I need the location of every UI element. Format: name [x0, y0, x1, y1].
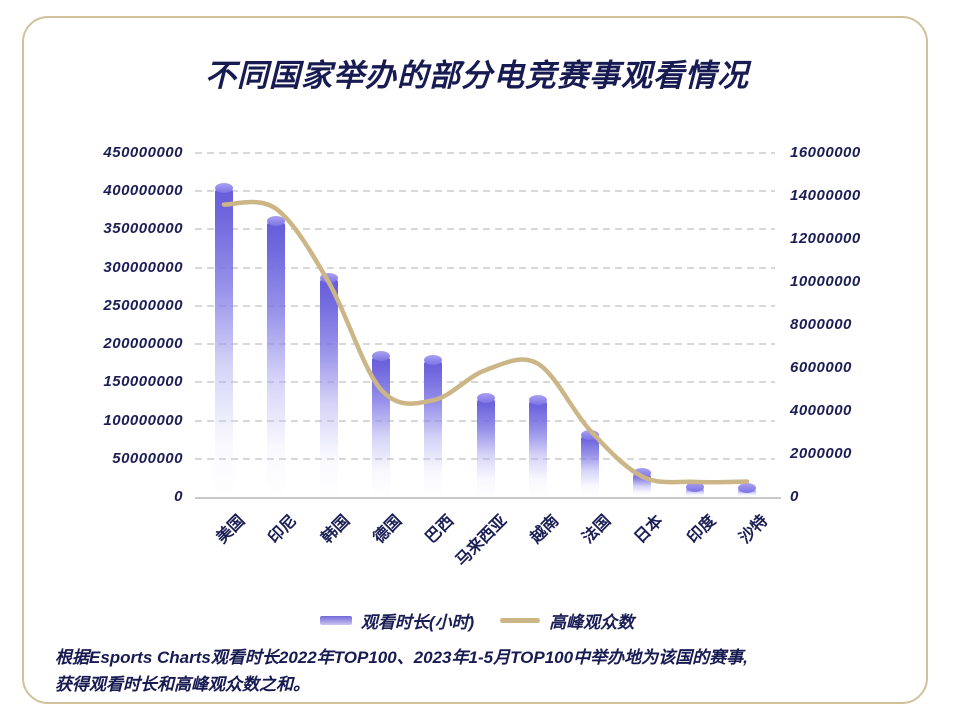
bar-cap: [215, 183, 233, 194]
left-axis-tick-label: 150000000: [103, 373, 183, 391]
left-axis-tick-label: 0: [174, 488, 183, 505]
source-footnote: 根据Esports Charts观看时长2022年TOP100、2023年1-5…: [55, 644, 915, 698]
legend-item-watch-hours: 观看时长(小时): [319, 608, 475, 633]
bar-cap: [528, 395, 547, 406]
bar-印尼: [267, 215, 286, 497]
legend: 观看时长(小时) 高峰观众数: [0, 605, 954, 635]
right-axis-tick-label: 14000000: [790, 187, 861, 204]
bar-cap: [371, 350, 390, 361]
bar-印度: [685, 481, 704, 497]
bar-cap: [476, 392, 495, 403]
right-axis-tick-label: 10000000: [790, 273, 861, 290]
right-axis-tick-label: 2000000: [790, 445, 852, 462]
bar-越南: [528, 395, 547, 497]
chart-card: [22, 16, 928, 704]
right-axis-tick-label: 0: [790, 488, 799, 505]
x-axis-baseline: [195, 497, 781, 499]
bar-cap: [424, 354, 443, 365]
gridline: [195, 381, 775, 384]
bar-cap: [633, 467, 652, 478]
bar-cap: [267, 215, 286, 226]
gridline: [195, 266, 775, 269]
right-axis-tick-label: 8000000: [790, 316, 852, 333]
left-axis-tick-label: 250000000: [103, 296, 183, 314]
right-axis-tick-label: 12000000: [790, 230, 861, 247]
peak-viewers-line: [221, 199, 750, 485]
bar-cap: [738, 483, 756, 494]
gridline: [195, 190, 775, 193]
bar-沙特: [738, 483, 756, 497]
right-axis-tick-label: 6000000: [790, 359, 852, 376]
right-axis-tick-label: 16000000: [790, 144, 861, 161]
bar-德国: [371, 350, 390, 497]
bar-美国: [215, 183, 233, 497]
legend-item-peak-viewers: 高峰观众数: [500, 608, 634, 633]
bar-法国: [581, 430, 600, 497]
legend-label-peak-viewers: 高峰观众数: [549, 612, 635, 632]
gridline: [195, 152, 775, 154]
footnote-line-1: 根据Esports Charts观看时长2022年TOP100、2023年1-5…: [55, 648, 748, 667]
gridline: [195, 343, 775, 346]
left-axis-tick-label: 200000000: [103, 335, 183, 353]
left-axis-tick-label: 350000000: [103, 220, 183, 238]
left-axis-tick-label: 300000000: [103, 258, 183, 276]
gridline: [195, 228, 775, 231]
bar-巴西: [424, 354, 443, 497]
peak-viewers-line-chart: [221, 199, 750, 485]
gridline: [195, 304, 775, 307]
legend-label-watch-hours: 观看时长(小时): [360, 612, 475, 632]
left-axis-tick-label: 100000000: [103, 411, 183, 429]
chart-title: 不同国家举办的部分电竞赛事观看情况: [205, 58, 749, 93]
bar-cap: [685, 481, 704, 492]
left-axis-tick-label: 450000000: [103, 144, 183, 161]
bar-马来西亚: [476, 392, 495, 497]
left-axis-tick-label: 400000000: [103, 182, 183, 200]
bar-cap: [581, 430, 600, 441]
left-axis-tick-label: 50000000: [112, 449, 183, 467]
line-series-swatch-icon: [500, 617, 541, 623]
footnote-line-2: 获得观看时长和高峰观众数之和。: [55, 675, 310, 695]
bar-series-swatch-icon: [319, 615, 352, 625]
right-axis-tick-label: 4000000: [790, 402, 852, 419]
